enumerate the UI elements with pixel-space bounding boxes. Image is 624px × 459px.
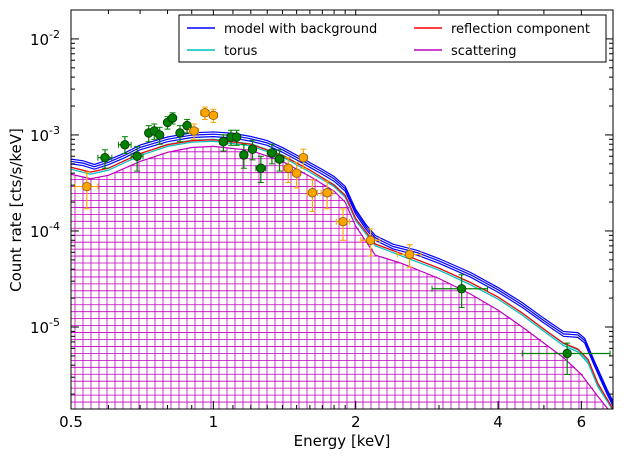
data-point xyxy=(167,113,178,123)
plot-background xyxy=(71,10,613,409)
y-tick-label: 10-2 xyxy=(30,28,60,49)
data-point xyxy=(154,130,165,140)
legend-label: model with background xyxy=(224,22,377,37)
data-point xyxy=(404,249,415,260)
data-point xyxy=(189,126,199,136)
model-curves xyxy=(71,131,613,409)
curve-model-with-background xyxy=(71,136,613,407)
data-point xyxy=(456,284,467,294)
data-point xyxy=(231,132,242,142)
x-tick-label: 0.5 xyxy=(59,413,83,431)
y-tick-label: 10-5 xyxy=(30,316,60,337)
legend-label: reflection component xyxy=(451,22,590,37)
curve-torus xyxy=(71,140,613,409)
curve-reflection-component xyxy=(71,139,613,409)
x-tick-label: 1 xyxy=(209,413,219,431)
data-point xyxy=(322,188,332,198)
data-point xyxy=(218,137,229,147)
data-point xyxy=(274,154,285,164)
legend-label: scattering xyxy=(451,44,517,59)
data-point xyxy=(283,163,293,173)
data-point xyxy=(182,120,192,131)
data-point xyxy=(120,140,130,150)
data-point xyxy=(256,163,266,173)
y-tick-label: 10-3 xyxy=(30,124,60,145)
y-axis-label: Count rate [cts/s/keV] xyxy=(7,128,25,292)
x-axis-label: Energy [keV] xyxy=(294,432,391,450)
scattering-hatch-fill xyxy=(71,146,604,409)
plot-frame xyxy=(70,9,614,410)
legend-box xyxy=(178,14,607,63)
curve-scattering xyxy=(71,145,609,409)
data-point xyxy=(307,188,318,198)
x-tick-label: 2 xyxy=(351,413,361,431)
data-point xyxy=(247,144,258,154)
x-tick-label: 4 xyxy=(493,413,503,431)
data-point xyxy=(562,348,572,359)
data-points xyxy=(74,106,611,376)
x-tick-label: 6 xyxy=(577,413,587,431)
data-point xyxy=(132,151,142,161)
data-point xyxy=(100,152,110,163)
data-point xyxy=(338,216,348,227)
data-point xyxy=(298,152,309,163)
data-point xyxy=(175,128,185,138)
data-point xyxy=(267,148,277,158)
legend: model with background reflection componen… xyxy=(178,14,607,63)
curve-model-with-background xyxy=(71,131,613,402)
data-point xyxy=(239,150,249,160)
data-point xyxy=(291,168,302,178)
curve-model-with-background xyxy=(71,133,613,404)
data-point xyxy=(208,110,219,121)
axis-ticks: 0.5 1 2 4 6 10-5 10-4 10-3 10-2 xyxy=(30,9,614,431)
data-point xyxy=(82,181,92,192)
data-point xyxy=(365,235,376,245)
y-tick-label: 10-4 xyxy=(30,220,60,241)
data-point xyxy=(200,108,210,118)
legend-label: torus xyxy=(224,44,258,59)
